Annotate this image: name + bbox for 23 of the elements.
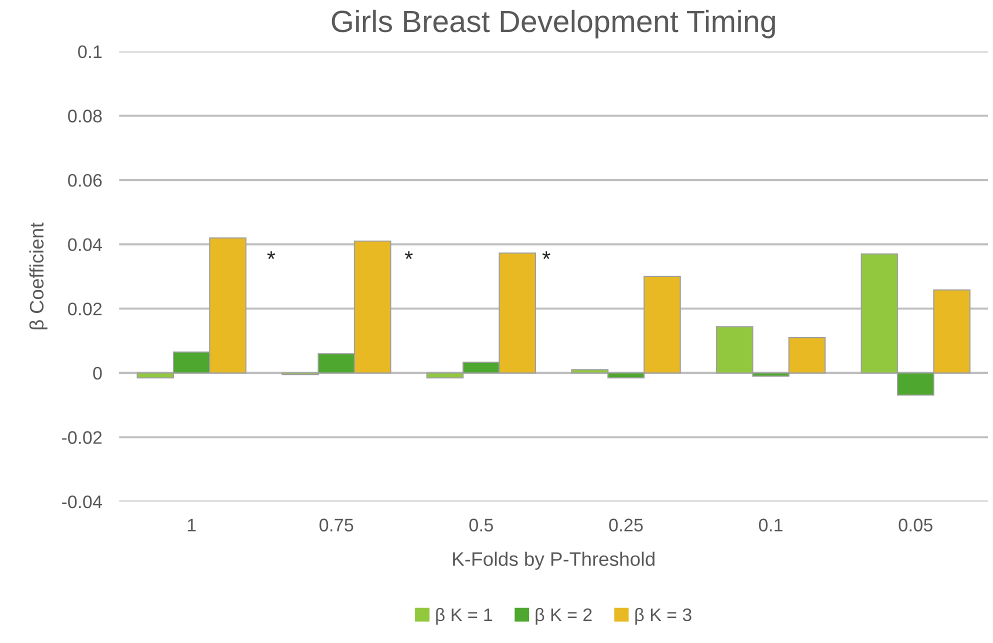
chart-title: Girls Breast Development Timing [332,10,775,38]
annotation: * [267,251,276,259]
y-tick-label: 0.04 [68,238,102,252]
y-tick-label: 0.06 [68,174,102,187]
y-tick-label: 0.02 [68,302,102,316]
legend-label: β K = 3 [635,608,692,625]
y-axis-title: β Coefficient [29,222,48,330]
annotation: * [542,251,550,259]
y-tick-label: 0.08 [68,110,102,122]
y-tick-label: -0.02 [62,431,102,444]
x-tick-label: 0.75 [320,518,354,532]
annotation: * [404,251,413,259]
x-axis-title: K-Folds by P-Threshold [453,552,654,570]
y-tick-label: 0.1 [78,45,102,58]
x-tick-label: 0.25 [609,518,643,532]
x-tick-label: 0.1 [758,518,782,532]
x-tick-label: 0.05 [898,518,932,532]
x-tick-label: 0.5 [469,518,493,532]
y-tick-label: -0.04 [62,495,102,508]
legend-label: β K = 1 [436,608,492,625]
y-tick-label: 0 [93,366,102,380]
x-tick-label: 1 [188,518,196,532]
legend-label: β K = 2 [536,608,592,625]
